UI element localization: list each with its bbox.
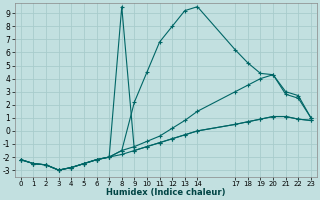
X-axis label: Humidex (Indice chaleur): Humidex (Indice chaleur): [106, 188, 226, 197]
